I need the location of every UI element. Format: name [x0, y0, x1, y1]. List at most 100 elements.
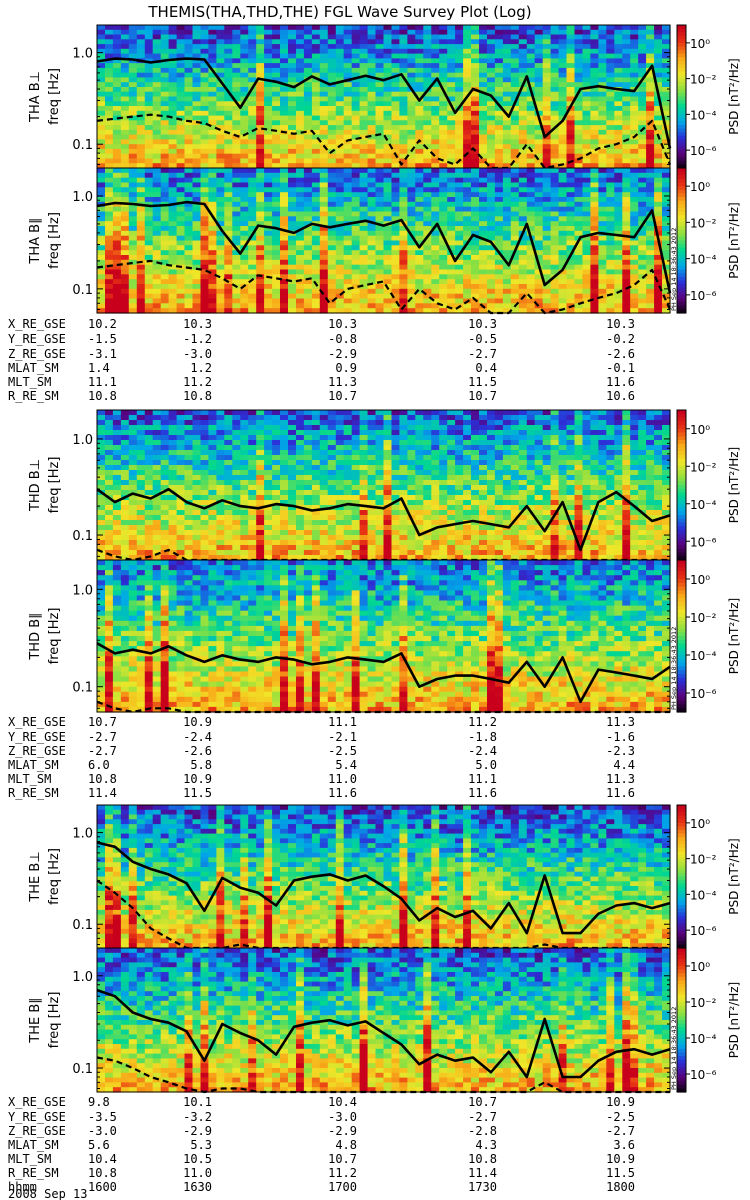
psd-cell	[463, 120, 472, 126]
psd-cell	[192, 420, 202, 426]
psd-cell	[447, 115, 456, 121]
psd-cell	[487, 148, 496, 155]
psd-cell	[526, 34, 536, 40]
psd-cell	[152, 255, 162, 261]
psd-cell	[415, 298, 424, 304]
psd-cell	[654, 82, 663, 88]
psd-cell	[184, 53, 194, 59]
psd-cell	[120, 177, 130, 184]
psd-cell	[510, 48, 520, 55]
psd-cell	[224, 144, 233, 150]
psd-cell	[168, 475, 178, 481]
psd-cell	[200, 25, 210, 31]
psd-cell	[518, 274, 528, 280]
psd-cell	[487, 230, 496, 237]
psd-cell	[208, 440, 217, 446]
psd-cell	[558, 144, 568, 150]
colorbar-tick-label: 10⁻²	[690, 73, 717, 87]
psd-cell	[128, 455, 138, 461]
psd-cell	[622, 230, 631, 237]
psd-cell	[662, 226, 671, 232]
colorbar-segment	[677, 89, 686, 94]
psd-cell	[606, 115, 615, 121]
psd-cell	[152, 510, 162, 516]
psd-cell	[216, 120, 225, 126]
psd-cell	[335, 101, 345, 107]
psd-cell	[574, 48, 584, 55]
psd-cell	[200, 445, 210, 451]
psd-cell	[160, 144, 170, 150]
psd-cell	[455, 197, 464, 203]
psd-cell	[97, 182, 106, 188]
psd-cell	[638, 139, 647, 145]
psd-cell	[375, 29, 385, 36]
psd-cell	[208, 284, 217, 290]
psd-cell	[120, 139, 130, 145]
psd-cell	[407, 39, 416, 45]
psd-cell	[97, 455, 106, 461]
psd-cell	[542, 206, 552, 213]
psd-cell	[431, 259, 440, 266]
psd-cell	[423, 197, 432, 203]
psd-cell	[152, 520, 162, 526]
psd-cell	[518, 48, 528, 55]
psd-cell	[367, 115, 377, 121]
psd-cell	[105, 460, 114, 466]
psd-cell	[407, 144, 416, 150]
psd-cell	[502, 48, 512, 55]
psd-cell	[240, 221, 249, 227]
psd-cell	[359, 58, 369, 64]
psd-cell	[176, 515, 186, 521]
psd-cell	[208, 197, 217, 203]
psd-cell	[248, 82, 257, 88]
psd-cell	[224, 72, 233, 79]
psd-cell	[431, 255, 440, 261]
psd-cell	[566, 201, 576, 208]
psd-cell	[375, 192, 385, 198]
psd-cell	[168, 264, 178, 271]
psd-cell	[463, 284, 472, 290]
psd-cell	[168, 500, 178, 506]
psd-cell	[216, 72, 225, 79]
psd-cell	[335, 177, 345, 184]
psd-cell	[256, 72, 265, 79]
psd-cell	[296, 129, 305, 136]
psd-cell	[518, 134, 528, 140]
psd-cell	[606, 235, 615, 242]
psd-cell	[335, 206, 345, 213]
psd-cell	[407, 284, 416, 290]
psd-cell	[192, 197, 202, 203]
psd-cell	[224, 67, 233, 74]
psd-cell	[494, 206, 504, 213]
psd-cell	[455, 110, 464, 117]
psd-cell	[112, 87, 122, 93]
psd-cell	[311, 77, 321, 83]
psd-cell	[160, 500, 170, 506]
psd-cell	[463, 125, 472, 131]
psd-cell	[582, 110, 592, 117]
psd-cell	[144, 226, 154, 232]
psd-cell	[303, 274, 313, 280]
psd-cell	[200, 279, 210, 285]
psd-cell	[112, 168, 122, 174]
psd-cell	[582, 303, 592, 309]
psd-cell	[144, 72, 154, 79]
psd-cell	[264, 216, 273, 222]
psd-cell	[343, 206, 353, 213]
psd-cell	[184, 226, 194, 232]
psd-cell	[248, 120, 257, 126]
psd-cell	[296, 269, 305, 275]
psd-cell	[423, 177, 432, 184]
psd-cell	[144, 201, 154, 208]
psd-cell	[367, 77, 377, 83]
psd-cell	[471, 129, 480, 136]
psd-cell	[184, 235, 194, 242]
psd-cell	[264, 211, 273, 217]
psd-cell	[120, 425, 130, 431]
psd-cell	[550, 48, 560, 55]
psd-cell	[319, 168, 329, 174]
psd-cell	[216, 201, 225, 208]
psd-cell	[550, 106, 560, 112]
psd-cell	[200, 158, 210, 164]
colorbar-segment	[677, 71, 686, 76]
